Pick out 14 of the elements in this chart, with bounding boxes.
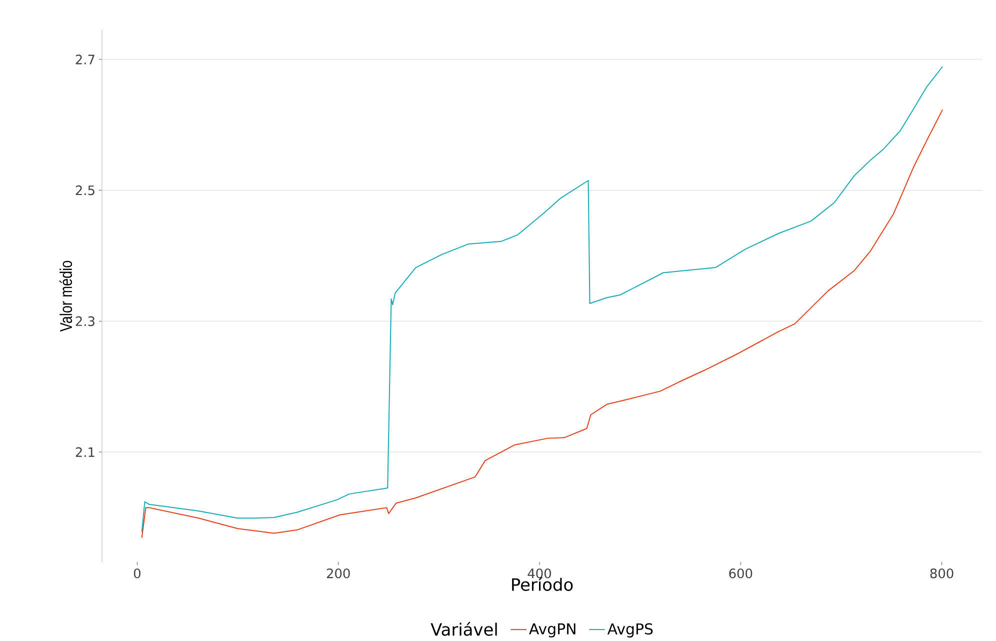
legend-label: AvgPN	[529, 623, 576, 638]
legend-title: Variável	[430, 622, 497, 636]
x-tick-label: 400	[528, 568, 551, 578]
x-tick-label: 800	[930, 568, 954, 578]
legend-label: AvgPS	[607, 623, 653, 638]
y-tick-label: 2.3	[76, 316, 94, 326]
y-tick-label: 2.7	[76, 54, 94, 64]
x-axis-title: Período	[512, 577, 573, 591]
y-tick-label: 2.5	[76, 185, 94, 196]
x-tick-label: 600	[729, 568, 752, 578]
x-tick-label: 0	[134, 568, 140, 578]
y-axis-title: Valor médio	[59, 260, 72, 332]
x-tick-label: 200	[326, 568, 350, 578]
y-tick-label: 2.1	[76, 447, 94, 457]
